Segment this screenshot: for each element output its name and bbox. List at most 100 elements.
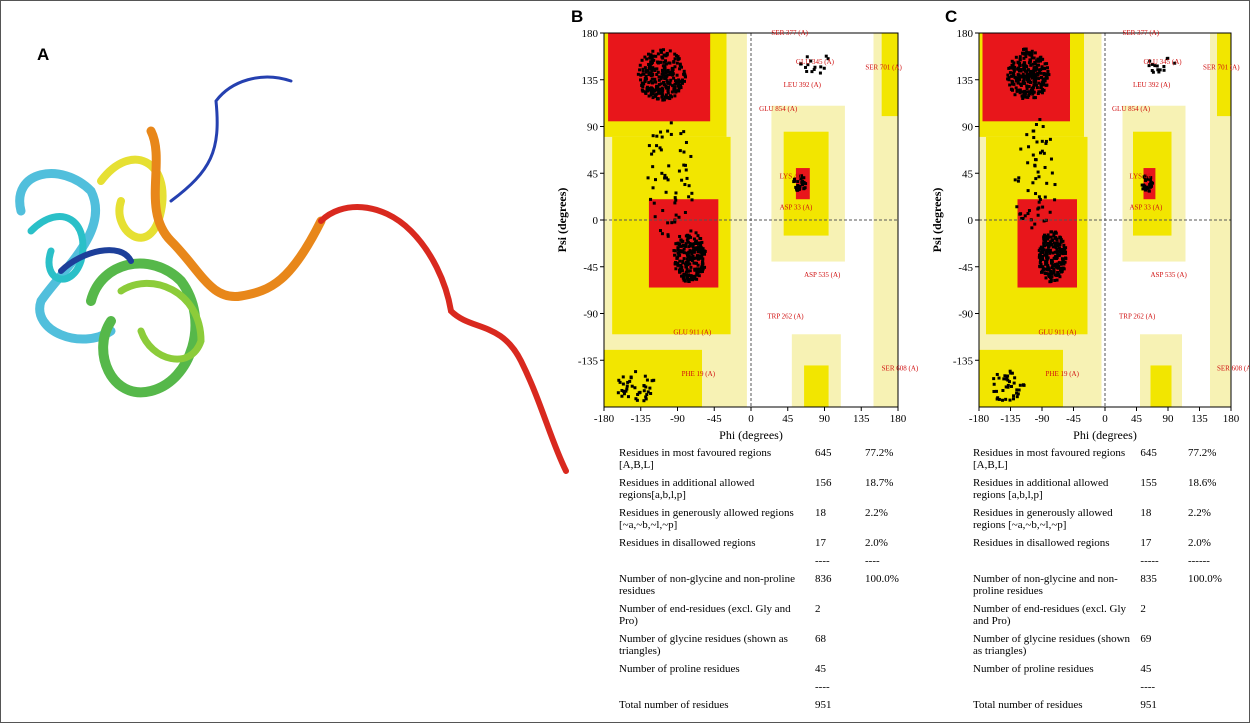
scatter-texture <box>1145 186 1148 189</box>
scatter-texture <box>1044 276 1047 279</box>
scatter-texture <box>1047 246 1050 249</box>
scatter-texture <box>1039 198 1042 201</box>
scatter-texture <box>1037 68 1040 71</box>
scatter-texture <box>1001 389 1004 392</box>
stats-row: Number of glycine residues (shown as tri… <box>619 633 928 663</box>
scatter-texture <box>1038 195 1041 198</box>
stats-cell: Number of glycine residues (shown as tri… <box>973 633 1140 663</box>
stats-row: Residues in most favoured regions [A,B,L… <box>619 447 928 477</box>
scatter-texture <box>1032 136 1035 139</box>
stats-cell: 2.2% <box>1188 507 1249 537</box>
scatter-texture <box>1015 205 1018 208</box>
stats-cell: 645 <box>815 447 865 477</box>
scatter-texture <box>1048 280 1051 283</box>
scatter-texture <box>1006 379 1009 382</box>
stats-cell: 2 <box>815 603 865 633</box>
scatter-texture <box>1037 214 1040 217</box>
scatter-texture <box>1017 176 1020 179</box>
stats-cell: 2.0% <box>865 537 928 555</box>
stats-row: Number of non-glycine and non-proline re… <box>973 573 1249 603</box>
scatter-texture <box>1031 50 1034 53</box>
scatter-texture <box>1034 177 1037 180</box>
stats-cell: Number of proline residues <box>973 663 1140 681</box>
figure: A BSER 377 (A)GLU 345 (A)SER 701 (A)LEU … <box>0 0 1250 723</box>
scatter-texture <box>1039 251 1042 254</box>
scatter-texture <box>1040 76 1043 79</box>
stats-cell: ------ <box>1188 555 1249 573</box>
scatter-texture <box>1034 76 1037 79</box>
stats-row: Number of end-residues (excl. Gly and Pr… <box>973 603 1249 633</box>
scatter-texture <box>1051 251 1054 254</box>
scatter-texture <box>1045 182 1048 185</box>
scatter-texture <box>1021 76 1024 79</box>
scatter-texture <box>1038 118 1041 121</box>
stats-cell: 45 <box>815 663 865 681</box>
scatter-texture <box>1034 192 1037 195</box>
scatter-texture <box>996 373 999 376</box>
residue-label: SER 701 (A) <box>1203 63 1240 71</box>
scatter-texture <box>1029 71 1032 74</box>
x-tick-label: 90 <box>1163 413 1175 425</box>
scatter-texture <box>1027 212 1030 215</box>
scatter-texture <box>1032 86 1035 89</box>
scatter-texture <box>1011 80 1014 83</box>
scatter-texture <box>1023 64 1026 67</box>
stats-row: Number of glycine residues (shown as tri… <box>973 633 1249 663</box>
scatter-texture <box>1032 83 1035 86</box>
stats-cell: 2.2% <box>865 507 928 537</box>
scatter-texture <box>1028 52 1031 55</box>
residue-label: SER 608 (A) <box>1217 365 1250 373</box>
scatter-texture <box>1010 67 1013 70</box>
scatter-texture <box>1027 145 1030 148</box>
stats-cell <box>1188 663 1249 681</box>
scatter-texture <box>1031 181 1034 184</box>
scatter-texture <box>1011 372 1014 375</box>
stats-cell: 836 <box>815 573 865 603</box>
scatter-texture <box>1055 255 1058 258</box>
scatter-texture <box>1061 267 1064 270</box>
stats-cell: ---- <box>815 681 865 699</box>
scatter-texture <box>1151 69 1154 72</box>
stats-cell: Number of end-residues (excl. Gly and Pr… <box>619 603 815 633</box>
stats-cell: 645 <box>1140 447 1188 477</box>
scatter-texture <box>1016 61 1019 64</box>
stats-cell <box>1188 633 1249 663</box>
scatter-texture <box>1024 214 1027 217</box>
scatter-texture <box>1032 80 1035 83</box>
stats-cell: 77.2% <box>1188 447 1249 477</box>
stats-cell: Number of non-glycine and non-proline re… <box>619 573 815 603</box>
scatter-texture <box>1009 399 1012 402</box>
stats-cell: 69 <box>1140 633 1188 663</box>
scatter-texture <box>1041 206 1044 209</box>
x-tick-label: 135 <box>1191 413 1208 425</box>
residue-label: ASP 33 (A) <box>1130 204 1163 212</box>
stats-cell: ----- <box>1140 555 1188 573</box>
stats-cell <box>1188 603 1249 633</box>
scatter-texture <box>1041 91 1044 94</box>
scatter-texture <box>1058 236 1061 239</box>
x-tick-label: -135 <box>1000 413 1021 425</box>
scatter-texture <box>1054 237 1057 240</box>
stats-cell <box>973 681 1140 699</box>
x-tick-label: -90 <box>1035 413 1050 425</box>
stats-row: Total number of residues951 <box>619 699 928 717</box>
stats-cell: Total number of residues <box>619 699 815 717</box>
scatter-texture <box>1025 133 1028 136</box>
scatter-texture <box>1062 244 1065 247</box>
stats-cell: Residues in generously allowed regions [… <box>973 507 1140 537</box>
stats-cell: 156 <box>815 477 865 507</box>
scatter-texture <box>1006 375 1009 378</box>
scatter-texture <box>1051 238 1054 241</box>
scatter-texture <box>1035 140 1038 143</box>
x-tick-label: -180 <box>969 413 990 425</box>
stats-row: Residues in generously allowed regions [… <box>973 507 1249 537</box>
scatter-texture <box>1022 384 1025 387</box>
scatter-texture <box>1017 73 1020 76</box>
scatter-texture <box>998 377 1001 380</box>
scatter-texture <box>1028 209 1031 212</box>
scatter-texture <box>1005 385 1008 388</box>
stats-cell: Residues in most favoured regions [A,B,L… <box>619 447 815 477</box>
stats-cell: 45 <box>1140 663 1188 681</box>
scatter-texture <box>1015 56 1018 59</box>
scatter-texture <box>1013 376 1016 379</box>
